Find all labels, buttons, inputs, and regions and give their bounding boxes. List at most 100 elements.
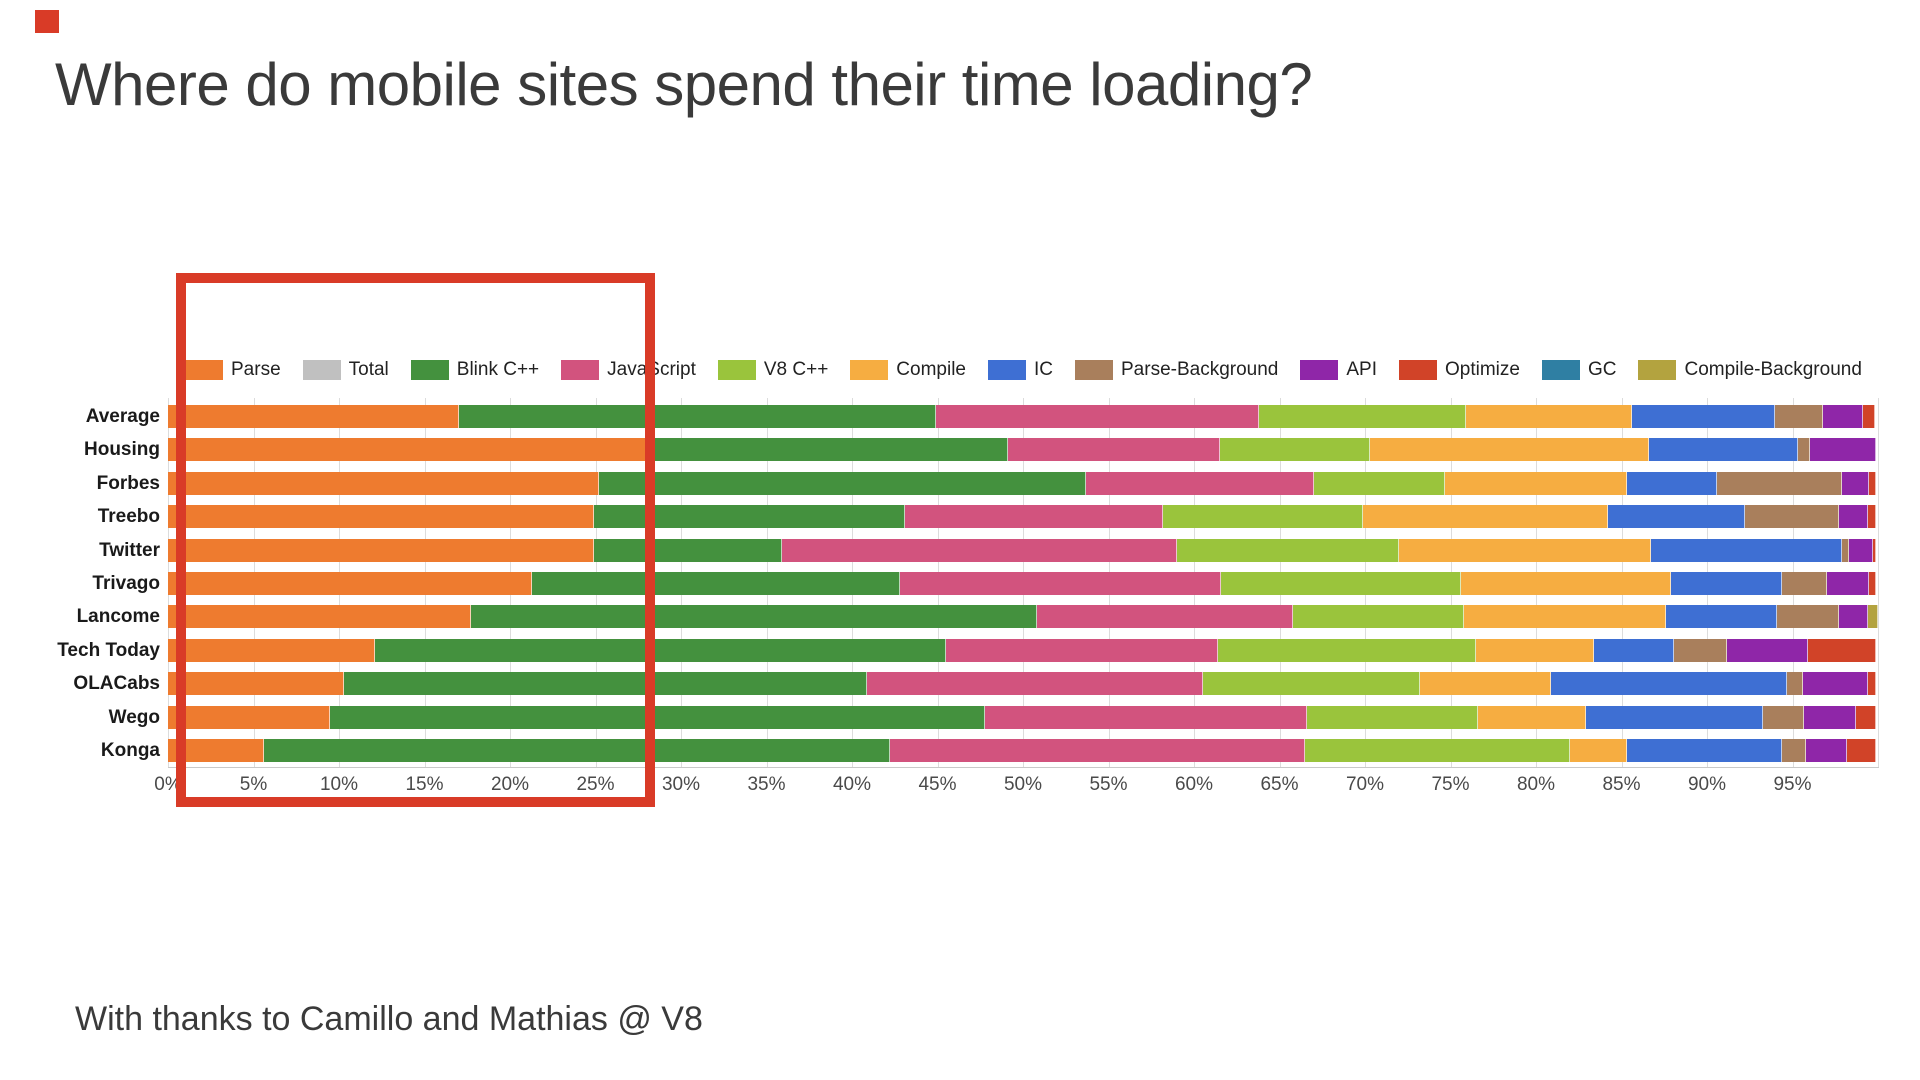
bar-track [168, 638, 1878, 662]
x-tick-label: 10% [319, 774, 359, 795]
legend-item-v8-c: V8 C++ [717, 359, 828, 381]
bar-segment-v8-c [1217, 638, 1477, 662]
bar-segment-v8-c [1313, 471, 1446, 495]
bar-segment-javascript [1007, 438, 1220, 462]
x-tick-label: 80% [1516, 774, 1556, 795]
x-axis-line [168, 767, 1879, 768]
bar-track [168, 571, 1878, 595]
bar-row-trivago [168, 567, 1878, 600]
red-highlight-rectangle [176, 273, 655, 807]
bar-segment-compile [1476, 638, 1595, 662]
bar-segment-javascript [935, 405, 1259, 428]
bar-segment-parse [168, 438, 654, 462]
bar-segment-optimize [1867, 672, 1877, 696]
x-axis-ticks: 0% 5% 10% 15% 20% 25% 30% 35% 40% 45% 50% 55% 60% 65%… [154, 774, 1878, 798]
x-tick-label: 25% [576, 774, 615, 795]
bar-segment-api [1838, 605, 1868, 629]
bar-segment-optimize [1862, 405, 1875, 428]
x-tick-label: 5% [239, 774, 268, 795]
bar-segment-parse [168, 672, 345, 696]
row-label: Wego [108, 706, 160, 728]
bar-segment-ic [1648, 438, 1798, 462]
gridline [1878, 398, 1879, 767]
row-label: Trivago [92, 572, 160, 594]
bar-segment-compile [1460, 571, 1672, 595]
bar-segment-compile [1419, 672, 1552, 696]
x-tick-label: 60% [1174, 774, 1214, 795]
bar-row-forbes [168, 467, 1878, 500]
bar-segment-v8-c [1221, 571, 1461, 595]
x-tick-label: 65% [1260, 774, 1299, 795]
x-tick-label: 55% [1089, 774, 1128, 795]
bar-segment-javascript [905, 505, 1164, 529]
bar-segment-parse-background [1787, 672, 1803, 696]
legend-swatch-optimize [1399, 360, 1437, 380]
bar-segment-parse-background [1717, 471, 1843, 495]
bar-segment-api [1842, 471, 1870, 495]
row-label: Average [85, 406, 160, 427]
bar-segment-parse-background [1797, 438, 1810, 462]
bar-row-wego [168, 701, 1878, 734]
bar-row-housing [168, 433, 1878, 466]
legend-item-total: Total [302, 359, 389, 381]
legend-item-compile: Compile [850, 359, 966, 381]
bar-segment-compile-background [1867, 605, 1878, 629]
bar-track [168, 438, 1878, 462]
bar-segment-optimize [1847, 738, 1877, 762]
legend-label: Total [348, 359, 389, 380]
bar-track [168, 471, 1878, 495]
bar-segment-api [1804, 705, 1856, 729]
bar-segment-compile [1464, 605, 1666, 629]
bar-segment-v8-c [1163, 505, 1364, 529]
row-label: Tech Today [57, 639, 160, 661]
bar-segment-ic [1585, 705, 1764, 729]
bar-segment-parse [168, 705, 331, 729]
bar-segment-optimize [1807, 638, 1877, 662]
bar-segment-parse-background [1777, 605, 1839, 629]
bar-segment-javascript [1086, 471, 1314, 495]
bar-segment-v8-c [1202, 672, 1420, 696]
legend-label: IC [1034, 359, 1053, 380]
legend-swatch-parse [185, 360, 223, 380]
legend-label: Parse [231, 359, 281, 380]
bar-segment-blink-c [263, 738, 890, 762]
bar-segment-optimize [1872, 538, 1877, 562]
x-tick-label: 45% [918, 774, 957, 795]
bar-segment-blink-c [593, 538, 782, 562]
legend-label: Optimize [1445, 359, 1520, 380]
page-title: Where do mobile sites spend their time l… [55, 51, 1313, 118]
row-label: Konga [100, 739, 160, 761]
bar-segment-blink-c [470, 605, 1037, 629]
row-label: Twitter [99, 539, 160, 561]
bar-segment-api [1809, 438, 1877, 462]
bar-row-treebo [168, 500, 1878, 533]
x-tick-label: 90% [1687, 774, 1727, 795]
legend-item-parse: Parse [185, 359, 281, 381]
x-tick-label: 40% [832, 774, 872, 795]
bar-segment-parse [168, 638, 375, 662]
legend-swatch-api [1300, 360, 1339, 380]
x-tick-label: 75% [1431, 774, 1470, 795]
bar-segment-api [1848, 538, 1873, 562]
x-tick-label: 70% [1345, 774, 1385, 795]
legend-label: Blink C++ [456, 359, 540, 380]
bar-track [168, 672, 1878, 696]
bar-segment-v8-c [1305, 738, 1571, 762]
bar-segment-optimize [1855, 705, 1877, 729]
x-tick-label: 30% [661, 774, 701, 795]
bar-segment-parse-background [1775, 405, 1824, 428]
bar-segment-api [1802, 672, 1868, 696]
bar-track [168, 705, 1878, 729]
bar-segment-parse-background [1674, 638, 1728, 662]
bar-segment-compile [1399, 538, 1651, 562]
bar-segment-ic [1631, 405, 1776, 428]
bar-segment-ic [1626, 738, 1783, 762]
bar-segment-v8-c [1293, 605, 1465, 629]
bar-segment-compile [1445, 471, 1627, 495]
bar-segment-parse-background [1744, 505, 1839, 529]
bar-segment-blink-c [330, 705, 986, 729]
legend-swatch-javascript [561, 360, 600, 380]
bar-segment-parse-background [1842, 538, 1849, 562]
legend-label: Compile [896, 359, 966, 380]
